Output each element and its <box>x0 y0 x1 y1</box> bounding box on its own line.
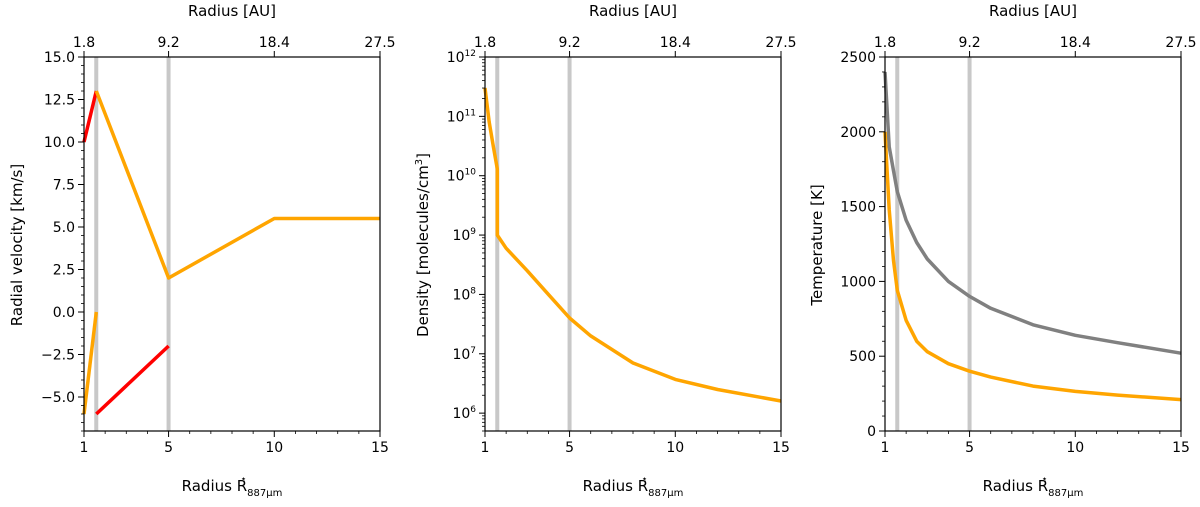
panel-3-top-xtick-label-2: 9.2 <box>958 35 980 51</box>
panel-2-series-1 <box>483 87 782 403</box>
panel-1-ytick-label-3: 0.0 <box>53 305 75 321</box>
panel-1-xtick-label-2: 5 <box>164 440 173 456</box>
panel-2-xtick-label-2: 5 <box>565 440 574 456</box>
panel-2-ytick-label-3: 108 <box>452 286 476 303</box>
panel-3-ytick-label-2: 500 <box>849 349 876 365</box>
panel-1-ytick-label-8: 12.5 <box>44 93 75 109</box>
panel-3-top-xlabel: Radius [AU] <box>989 2 1077 20</box>
panel-3-xtick-label-3: 10 <box>1066 440 1084 456</box>
panel-3-top-xtick-label-3: 18.4 <box>1060 35 1091 51</box>
panel-3-series-2 <box>883 131 1182 402</box>
panel-1-top-xtick-label-4: 27.5 <box>364 35 395 51</box>
panel-3-xtick-label-4: 15 <box>1172 440 1190 456</box>
panel-3-top-xtick-label-4: 27.5 <box>1165 35 1196 51</box>
panel-1-ytick-label-7: 10.0 <box>44 135 75 151</box>
panel-2-top-xtick-label-3: 18.4 <box>660 35 691 51</box>
panel-2-ytick-label-5: 1010 <box>447 168 477 185</box>
panel-temperature: Temperature [K] Radius R887μm⋆ Radius [A… <box>808 2 1083 499</box>
panel-2-frame <box>484 56 782 432</box>
panel-1-top-xtick-label-3: 18.4 <box>259 35 290 51</box>
panel-1-xlabel: Radius R887μm⋆ <box>182 474 283 499</box>
panel-1-xtick-label-3: 10 <box>265 440 283 456</box>
panel-2-plot: 1 5 10 151.8 9.2 18.4 27.510610710810910101011… <box>447 35 797 456</box>
panel-3-xtick-label-2: 5 <box>965 440 974 456</box>
panel-velocity: Radial velocity [km/s] Radius R887μm⋆ Ra… <box>8 2 282 499</box>
panel-3-ytick-label-1: 0 <box>867 424 876 440</box>
panel-1-series-1 <box>82 90 99 143</box>
panel-2-top-xtick-label-1: 1.8 <box>474 35 496 51</box>
panel-3-ytick-label-6: 2500 <box>840 50 876 66</box>
panel-1-top-xlabel: Radius [AU] <box>188 2 276 20</box>
panel-3-ytick-label-3: 1000 <box>840 274 876 290</box>
panel-1-top-xtick-label-2: 9.2 <box>157 35 179 51</box>
panel-2-xtick-label-1: 1 <box>481 440 490 456</box>
panel-1-plot: 1 5 10 151.8 9.2 18.4 27.5−5.0−2.50.02.55.07.5… <box>41 35 396 456</box>
panel-1-series-2 <box>94 90 380 280</box>
panel-1-ytick-label-9: 15.0 <box>44 50 75 66</box>
panel-3-ylabel: Temperature [K] <box>808 184 826 306</box>
panel-2-ytick-label-1: 106 <box>452 405 476 422</box>
panel-3-xlabel: Radius R887μm⋆ <box>983 474 1084 499</box>
panel-3-series-1 <box>883 71 1182 355</box>
panel-1-ytick-label-1: −5.0 <box>41 390 75 406</box>
panel-3-ytick-label-5: 2000 <box>840 125 876 141</box>
panel-2-ylabel: Density [molecules/cm3] <box>414 153 432 337</box>
panel-2-top-xtick-label-2: 9.2 <box>558 35 580 51</box>
panel-1-ytick-label-4: 2.5 <box>53 263 75 279</box>
panel-3-ytick-label-4: 1500 <box>840 200 876 216</box>
panel-1-top-xtick-label-1: 1.8 <box>73 35 95 51</box>
panel-2-top-xlabel: Radius [AU] <box>589 2 677 20</box>
panel-3-xtick-label-1: 1 <box>881 440 890 456</box>
panel-1-xtick-label-1: 1 <box>80 440 89 456</box>
panel-3-top-xtick-label-1: 1.8 <box>874 35 896 51</box>
panel-2-xlabel: Radius R887μm⋆ <box>583 474 684 499</box>
panel-2-xtick-label-3: 10 <box>666 440 684 456</box>
panel-2-ytick-label-7: 1012 <box>447 49 476 66</box>
panel-1-frame <box>83 56 381 432</box>
panel-1-ylabel: Radial velocity [km/s] <box>8 164 26 326</box>
panel-1-series-4 <box>95 344 170 416</box>
panel-2-ytick-label-4: 109 <box>452 227 476 244</box>
panel-2-ytick-label-2: 107 <box>452 346 476 363</box>
panel-1-ytick-label-2: −2.5 <box>41 348 75 364</box>
panel-2-xtick-label-4: 15 <box>772 440 790 456</box>
panel-2-top-xtick-label-4: 27.5 <box>765 35 796 51</box>
panel-1-ytick-label-5: 5.0 <box>53 220 75 236</box>
panel-density: Density [molecules/cm3] Radius R887μm⋆ R… <box>414 2 683 499</box>
panel-3-frame <box>884 56 1182 432</box>
panel-1-ytick-label-6: 7.5 <box>53 178 75 194</box>
panel-1-xtick-label-4: 15 <box>371 440 389 456</box>
panel-2-ytick-label-6: 1011 <box>447 108 476 125</box>
panel-1-series-3 <box>82 311 99 415</box>
